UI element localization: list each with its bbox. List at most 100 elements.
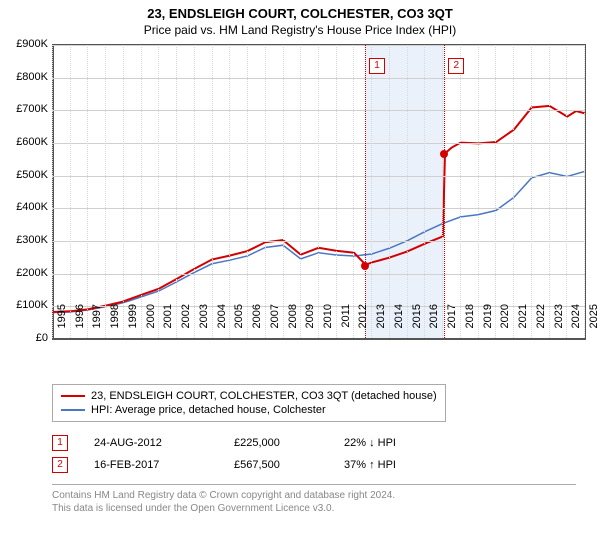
gridline-v — [407, 45, 408, 338]
x-axis-label: 2007 — [269, 304, 281, 344]
marker-number-icon: 2 — [448, 58, 464, 74]
y-axis-label: £500K — [4, 169, 48, 181]
y-axis-label: £400K — [4, 201, 48, 213]
gridline-v — [123, 45, 124, 338]
x-axis-label: 1995 — [56, 304, 68, 344]
x-axis-label: 2012 — [357, 304, 369, 344]
gridline-v — [424, 45, 425, 338]
y-axis-label: £0 — [4, 332, 48, 344]
x-axis-label: 2005 — [233, 304, 245, 344]
x-axis-label: 2022 — [535, 304, 547, 344]
x-axis-label: 2016 — [428, 304, 440, 344]
gridline-v — [318, 45, 319, 338]
transaction-price: £225,000 — [234, 437, 344, 449]
y-axis-label: £900K — [4, 38, 48, 50]
legend-item: 23, ENDSLEIGH COURT, COLCHESTER, CO3 3QT… — [61, 389, 437, 403]
x-axis-label: 2003 — [198, 304, 210, 344]
table-row: 1 24-AUG-2012 £225,000 22% ↓ HPI — [52, 432, 464, 454]
x-axis-label: 2019 — [482, 304, 494, 344]
x-axis-label: 2024 — [570, 304, 582, 344]
x-axis-label: 2006 — [251, 304, 263, 344]
gridline-v — [265, 45, 266, 338]
x-axis-label: 1998 — [109, 304, 121, 344]
transaction-date: 16-FEB-2017 — [94, 459, 234, 471]
legend-swatch — [61, 409, 85, 411]
gridline-v — [229, 45, 230, 338]
x-axis-label: 2015 — [411, 304, 423, 344]
gridline-v — [584, 45, 585, 338]
y-axis-label: £100K — [4, 299, 48, 311]
gridline-v — [247, 45, 248, 338]
transaction-pct: 22% ↓ HPI — [344, 437, 464, 449]
gridline-v — [283, 45, 284, 338]
chart-legend: 23, ENDSLEIGH COURT, COLCHESTER, CO3 3QT… — [52, 384, 446, 422]
transactions-table: 1 24-AUG-2012 £225,000 22% ↓ HPI 2 16-FE… — [52, 432, 464, 476]
marker-dot-icon — [361, 262, 369, 270]
gridline-v — [212, 45, 213, 338]
gridline-v — [158, 45, 159, 338]
gridline-v — [70, 45, 71, 338]
marker-line — [365, 45, 366, 338]
gridline-v — [87, 45, 88, 338]
gridline-v — [389, 45, 390, 338]
x-axis-label: 2008 — [287, 304, 299, 344]
gridline-v — [478, 45, 479, 338]
marker-line — [444, 45, 445, 338]
gridline-v — [442, 45, 443, 338]
gridline-v — [566, 45, 567, 338]
legend-item: HPI: Average price, detached house, Colc… — [61, 403, 437, 417]
legend-label: HPI: Average price, detached house, Colc… — [91, 404, 326, 416]
gridline-v — [194, 45, 195, 338]
gridline-v — [371, 45, 372, 338]
marker-number-icon: 1 — [369, 58, 385, 74]
x-axis-label: 2011 — [340, 304, 352, 344]
y-axis-label: £600K — [4, 136, 48, 148]
gridline-v — [336, 45, 337, 338]
transaction-pct: 37% ↑ HPI — [344, 459, 464, 471]
y-axis-label: £700K — [4, 103, 48, 115]
page-title: 23, ENDSLEIGH COURT, COLCHESTER, CO3 3QT — [0, 0, 600, 21]
gridline-v — [549, 45, 550, 338]
gridline-v — [353, 45, 354, 338]
table-row: 2 16-FEB-2017 £567,500 37% ↑ HPI — [52, 454, 464, 476]
x-axis-label: 2002 — [180, 304, 192, 344]
x-axis-label: 2023 — [553, 304, 565, 344]
gridline-v — [300, 45, 301, 338]
chart-plot-area — [52, 44, 586, 340]
gridline-v — [513, 45, 514, 338]
x-axis-label: 1999 — [127, 304, 139, 344]
transaction-marker-icon: 1 — [52, 435, 68, 451]
legend-label: 23, ENDSLEIGH COURT, COLCHESTER, CO3 3QT… — [91, 390, 437, 402]
footer-attribution: Contains HM Land Registry data © Crown c… — [52, 484, 576, 515]
gridline-v — [531, 45, 532, 338]
transaction-date: 24-AUG-2012 — [94, 437, 234, 449]
gridline-v — [176, 45, 177, 338]
x-axis-label: 2017 — [446, 304, 458, 344]
gridline-v — [141, 45, 142, 338]
x-axis-label: 2004 — [216, 304, 228, 344]
gridline-v — [52, 45, 53, 338]
x-axis-label: 2013 — [375, 304, 387, 344]
transaction-marker-icon: 2 — [52, 457, 68, 473]
y-axis-label: £800K — [4, 71, 48, 83]
footer-line: Contains HM Land Registry data © Crown c… — [52, 489, 576, 502]
x-axis-label: 2025 — [588, 304, 600, 344]
x-axis-label: 2010 — [322, 304, 334, 344]
x-axis-label: 2020 — [499, 304, 511, 344]
legend-swatch — [61, 395, 85, 397]
gridline-v — [105, 45, 106, 338]
gridline-v — [495, 45, 496, 338]
y-axis-label: £300K — [4, 234, 48, 246]
x-axis-label: 2001 — [162, 304, 174, 344]
x-axis-label: 1997 — [91, 304, 103, 344]
x-axis-label: 1996 — [74, 304, 86, 344]
x-axis-label: 2014 — [393, 304, 405, 344]
marker-dot-icon — [440, 150, 448, 158]
x-axis-label: 2009 — [304, 304, 316, 344]
y-axis-label: £200K — [4, 267, 48, 279]
x-axis-label: 2021 — [517, 304, 529, 344]
transaction-price: £567,500 — [234, 459, 344, 471]
footer-line: This data is licensed under the Open Gov… — [52, 502, 576, 515]
gridline-v — [460, 45, 461, 338]
x-axis-label: 2000 — [145, 304, 157, 344]
